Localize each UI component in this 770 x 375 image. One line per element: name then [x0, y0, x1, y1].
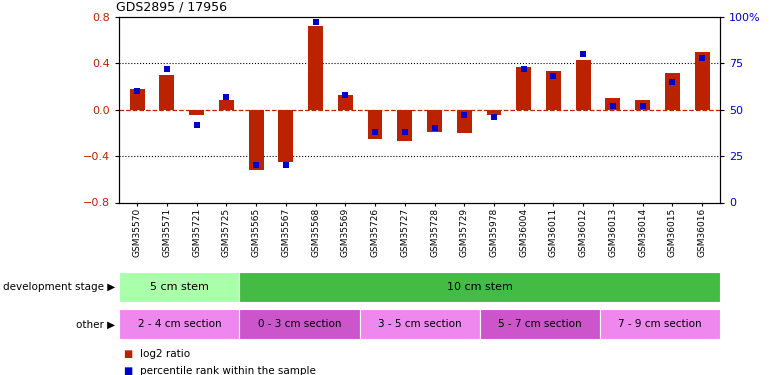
Point — [280, 162, 292, 168]
Text: 2 - 4 cm section: 2 - 4 cm section — [138, 320, 221, 329]
Bar — [189, 110, 204, 116]
Point — [577, 51, 589, 57]
Text: 7 - 9 cm section: 7 - 9 cm section — [618, 320, 701, 329]
Bar — [516, 67, 531, 110]
Point — [458, 112, 470, 118]
Point — [399, 129, 411, 135]
Point — [428, 125, 440, 131]
Bar — [665, 73, 680, 110]
Text: GDS2895 / 17956: GDS2895 / 17956 — [116, 0, 226, 13]
Point — [161, 66, 173, 72]
Point — [339, 92, 351, 98]
Point — [310, 20, 322, 26]
Point — [696, 55, 708, 61]
Point — [607, 103, 619, 109]
Bar — [219, 100, 234, 109]
Bar — [427, 110, 442, 132]
Point — [547, 73, 560, 79]
Bar — [487, 110, 501, 116]
Text: 0 - 3 cm section: 0 - 3 cm section — [258, 320, 341, 329]
Bar — [338, 94, 353, 110]
Point — [220, 94, 233, 100]
Point — [488, 114, 500, 120]
Bar — [249, 110, 263, 170]
Bar — [695, 52, 709, 110]
Point — [131, 88, 143, 94]
Text: ■: ■ — [123, 350, 132, 359]
Bar — [605, 98, 621, 109]
Text: log2 ratio: log2 ratio — [140, 350, 190, 359]
Point — [517, 66, 530, 72]
Bar — [308, 26, 323, 109]
Bar — [457, 110, 472, 133]
Bar — [546, 71, 561, 110]
Bar — [397, 110, 412, 141]
Point — [666, 79, 678, 85]
Bar — [635, 100, 650, 109]
Bar — [130, 89, 145, 110]
Text: percentile rank within the sample: percentile rank within the sample — [140, 366, 316, 375]
Point — [190, 122, 203, 128]
Text: other ▶: other ▶ — [76, 320, 116, 329]
Bar — [159, 75, 174, 109]
Text: 5 cm stem: 5 cm stem — [150, 282, 209, 292]
Bar — [367, 110, 383, 139]
Text: 5 - 7 cm section: 5 - 7 cm section — [498, 320, 581, 329]
Text: ■: ■ — [123, 366, 132, 375]
Text: 10 cm stem: 10 cm stem — [447, 282, 513, 292]
Point — [369, 129, 381, 135]
Bar — [279, 110, 293, 162]
Point — [250, 162, 263, 168]
Text: 3 - 5 cm section: 3 - 5 cm section — [378, 320, 461, 329]
Bar — [576, 60, 591, 110]
Point — [637, 103, 649, 109]
Text: development stage ▶: development stage ▶ — [3, 282, 115, 292]
